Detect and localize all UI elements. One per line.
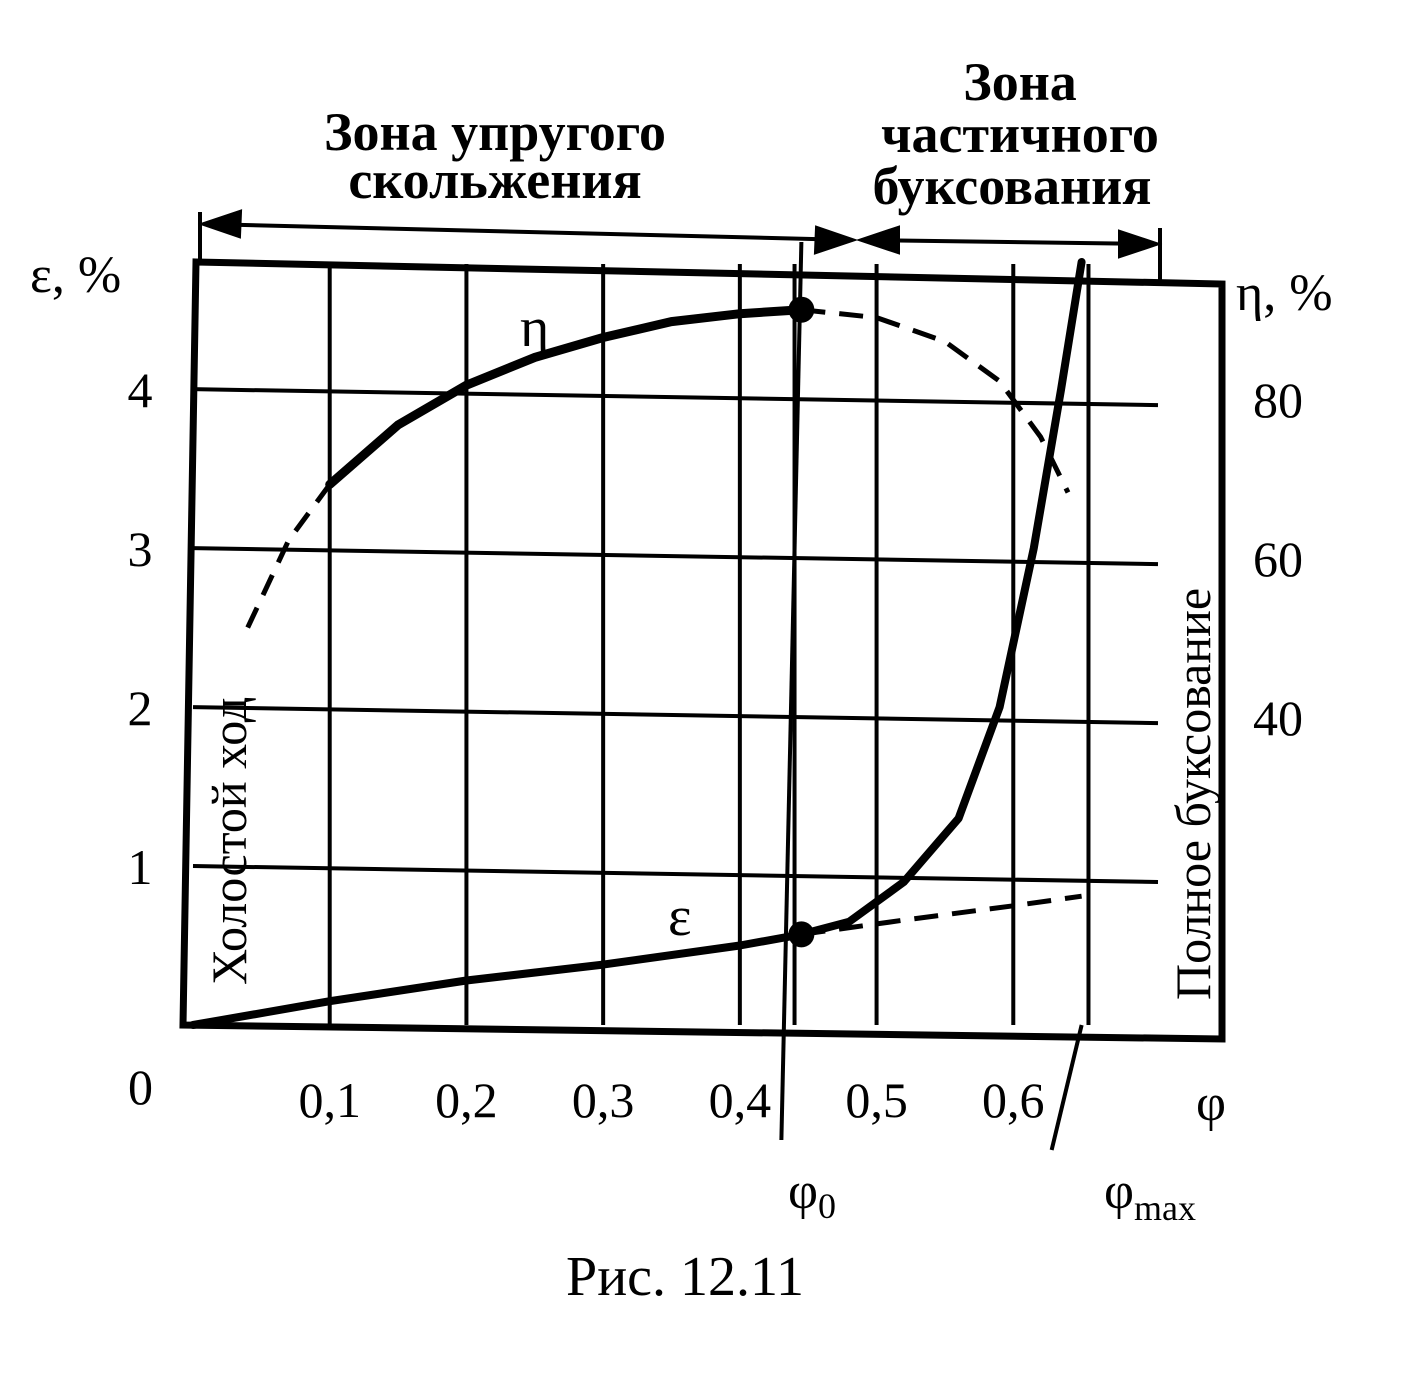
idle-run-label: Холостой ход — [201, 697, 257, 985]
phi0-symbol: φ — [788, 1163, 818, 1220]
eta-curve-label: η — [520, 297, 549, 359]
left-axis-label: ε, % — [30, 247, 121, 304]
x-tick-labels: 0,1 0,2 0,3 0,4 0,5 0,6 — [298, 1072, 1044, 1128]
phi0-label: φ0 — [788, 1163, 836, 1226]
right-axis-label: η, % — [1236, 265, 1333, 322]
x-tick-label-1: 0,1 — [298, 1072, 361, 1128]
eps-curve-solid — [189, 258, 1086, 1029]
zone-elastic-title-line2: скольжения — [348, 150, 641, 210]
y-left-tick-label-4: 4 — [128, 362, 153, 418]
y-left-tick-label-2: 2 — [128, 680, 153, 736]
y-right-tick-label-1: 40 — [1253, 690, 1303, 746]
eps-curve-extrapolated-dashed — [801, 893, 1082, 937]
x-tick-label-2: 0,2 — [435, 1072, 498, 1128]
zone-elastic-title-line1: Зона упругого — [324, 102, 666, 162]
full-slip-label: Полное буксование — [1165, 588, 1221, 1000]
phimax-label: φmax — [1104, 1163, 1196, 1228]
curves — [189, 258, 1086, 1029]
y-left-tick-labels: 1 2 3 4 — [128, 362, 153, 895]
y-left-tick-label-1: 1 — [128, 839, 153, 895]
zone-arrows — [197, 209, 1163, 282]
zone-partial-title-line2: частичного — [881, 104, 1159, 164]
y-left-tick-label-3: 3 — [128, 521, 153, 577]
elastic-zone-arrowhead-left — [197, 209, 243, 239]
grid — [192, 264, 1159, 1025]
partial-zone-arrowhead-right — [1118, 229, 1163, 259]
phi0-leader-line — [779, 241, 804, 1141]
plot-frame — [179, 258, 1226, 1043]
y-right-tick-labels: 40 60 80 — [1253, 372, 1303, 746]
figure-caption: Рис. 12.11 — [566, 1246, 804, 1308]
eps-phi0-point — [788, 921, 815, 948]
zone-partial-title-line3: буксования — [873, 156, 1152, 216]
grid-hline-3 — [192, 546, 1159, 567]
origin-label: 0 — [128, 1059, 153, 1115]
phi0-subscript: 0 — [818, 1186, 836, 1226]
eta-curve-idle-dashed — [245, 483, 332, 629]
y-right-tick-label-2: 60 — [1253, 531, 1303, 587]
elastic-zone-arrow-line — [203, 222, 853, 242]
x-tick-label-5: 0,5 — [845, 1072, 908, 1128]
x-axis-label: φ — [1196, 1075, 1226, 1132]
partial-zone-arrowhead-left — [855, 225, 900, 255]
x-tick-label-3: 0,3 — [572, 1072, 635, 1128]
eps-curve-label: ε — [668, 886, 692, 948]
elastic-zone-arrowhead-right — [813, 225, 859, 255]
grid-hline-4 — [192, 387, 1159, 408]
y-right-tick-label-3: 80 — [1253, 372, 1303, 428]
zone-partial-title-line1: Зона — [963, 52, 1077, 112]
grid-hline-1 — [192, 864, 1159, 885]
eta-curve-solid — [325, 305, 806, 489]
phimax-leader-line — [1049, 1024, 1084, 1151]
x-tick-label-6: 0,6 — [982, 1072, 1045, 1128]
phimax-subscript: max — [1134, 1188, 1196, 1228]
phimax-symbol: φ — [1104, 1163, 1134, 1220]
x-tick-label-4: 0,4 — [709, 1072, 772, 1128]
partial-zone-arrow-line — [861, 238, 1157, 246]
